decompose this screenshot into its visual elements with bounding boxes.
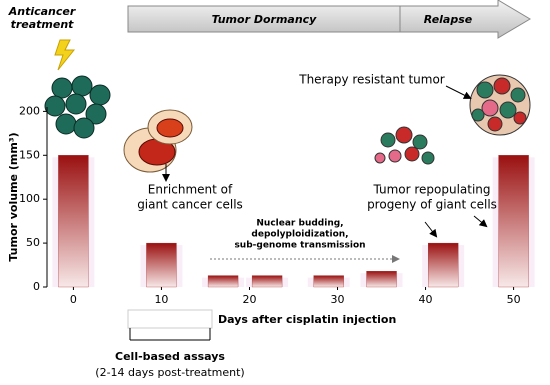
annotation: Enrichment of xyxy=(148,183,233,197)
annotation-arrow xyxy=(424,221,438,238)
bar xyxy=(428,242,459,288)
lightning xyxy=(54,39,76,71)
x-tick-label: 0 xyxy=(70,293,77,306)
bar xyxy=(251,275,283,288)
bar xyxy=(146,242,177,288)
phase-arrow xyxy=(127,0,531,39)
treatment-label: treatment xyxy=(11,18,75,31)
bar xyxy=(366,271,397,288)
annotation-arrow xyxy=(473,215,488,228)
y-tick-label: 200 xyxy=(19,104,40,117)
annotation: Therapy resistant tumor xyxy=(298,73,445,87)
cell-cluster xyxy=(44,75,111,139)
phase-label: Tumor Dormancy xyxy=(212,13,318,26)
y-tick-label: 150 xyxy=(19,148,40,161)
y-tick-label: 100 xyxy=(19,192,40,205)
assay-box xyxy=(127,309,213,329)
annotation: giant cancer cells xyxy=(137,198,243,212)
bar xyxy=(313,275,344,288)
annotation: Tumor repopulating xyxy=(372,183,490,197)
x-axis-label: Days after cisplatin injection xyxy=(218,313,396,326)
resistant-tumor xyxy=(469,74,531,136)
bar xyxy=(58,155,89,288)
bar xyxy=(207,275,239,288)
progeny-cells xyxy=(374,126,435,165)
annotation-arrow xyxy=(445,85,472,99)
annotation: Nuclear budding, xyxy=(256,219,343,229)
assay-title: Cell-based assays xyxy=(115,350,225,363)
annotation: progeny of giant cells xyxy=(367,198,497,212)
x-tick-label: 40 xyxy=(419,293,433,306)
y-axis-label: Tumor volume (mm³) xyxy=(7,132,20,261)
annotation: sub-genome transmission xyxy=(234,241,365,251)
treatment-label: Anticancer xyxy=(8,5,76,18)
x-tick-label: 10 xyxy=(154,293,168,306)
x-tick-label: 30 xyxy=(331,293,345,306)
y-tick-label: 0 xyxy=(33,280,40,293)
x-tick-label: 50 xyxy=(507,293,521,306)
assay-note: (2-14 days post-treatment) xyxy=(95,366,244,379)
phase-label: Relapse xyxy=(424,13,473,26)
y-tick-label: 50 xyxy=(26,236,40,249)
x-tick-label: 20 xyxy=(242,293,256,306)
annotation: depolyploidization, xyxy=(251,230,348,240)
bar xyxy=(498,155,529,288)
giant-cells xyxy=(123,109,193,173)
